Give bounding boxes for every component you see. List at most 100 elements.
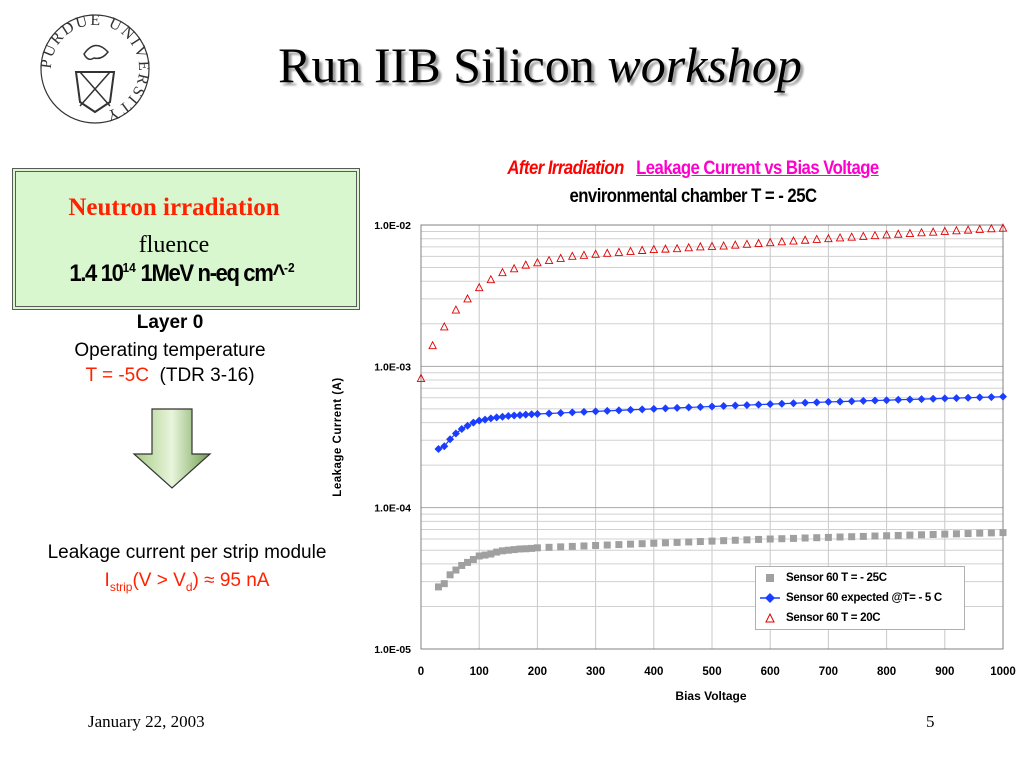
data-point xyxy=(649,244,659,254)
data-point xyxy=(545,543,553,551)
data-point xyxy=(440,442,449,451)
data-point xyxy=(487,550,495,558)
data-point xyxy=(672,243,682,253)
data-point xyxy=(870,396,879,405)
leakage-mid: (V > V xyxy=(132,570,186,591)
data-point xyxy=(836,397,845,406)
data-point xyxy=(755,535,763,543)
legend-item-series-3: Sensor 60 T = 20C xyxy=(756,609,964,629)
chart-series xyxy=(416,223,1008,591)
fluence-value-mid: 1MeV n-eq cm^ xyxy=(135,260,286,287)
data-point xyxy=(765,237,775,247)
data-point xyxy=(766,535,774,543)
series-3 xyxy=(416,223,1008,382)
data-point xyxy=(801,398,810,407)
data-point xyxy=(952,530,960,538)
temperature-reference: (TDR 3-16) xyxy=(159,365,255,386)
data-point xyxy=(976,529,984,537)
data-point xyxy=(626,246,635,255)
x-tick-label: 100 xyxy=(470,666,489,678)
data-point xyxy=(446,435,455,444)
data-point xyxy=(742,401,751,410)
data-point xyxy=(684,403,693,412)
legend-label-series-3: Sensor 60 T = 20C xyxy=(786,612,881,624)
data-point xyxy=(800,235,810,244)
leakage-tail: ) ≈ 95 nA xyxy=(192,570,270,591)
data-point xyxy=(474,282,484,292)
x-axis-label: Bias Voltage xyxy=(675,689,746,703)
data-point xyxy=(486,414,495,423)
x-tick-label: 900 xyxy=(935,666,954,678)
data-point xyxy=(719,402,728,411)
fluence-exponent: 14 xyxy=(122,260,136,275)
data-point xyxy=(627,540,635,548)
data-point xyxy=(614,247,624,256)
data-point xyxy=(940,226,950,235)
data-point xyxy=(766,400,775,409)
data-point xyxy=(859,532,867,540)
chart-legend: Sensor 60 T = - 25C Sensor 60 expected @… xyxy=(755,566,965,630)
legend-item-series-1: Sensor 60 T = - 25C xyxy=(756,569,964,589)
data-point xyxy=(708,537,716,545)
data-point xyxy=(475,416,484,425)
data-point xyxy=(871,532,879,540)
data-point xyxy=(789,399,798,408)
data-point xyxy=(533,257,542,267)
data-point xyxy=(975,393,984,402)
data-point xyxy=(492,413,501,422)
legend-item-series-2: Sensor 60 expected @T= - 5 C xyxy=(756,589,964,609)
data-point xyxy=(451,429,460,438)
data-point xyxy=(906,531,914,539)
data-point xyxy=(743,536,751,544)
data-point xyxy=(439,321,449,331)
data-point xyxy=(661,404,670,413)
data-point xyxy=(917,227,926,237)
data-point xyxy=(730,240,740,249)
data-point xyxy=(515,411,524,420)
data-point xyxy=(580,542,588,550)
data-point xyxy=(521,410,530,419)
x-tick-label: 400 xyxy=(644,666,663,678)
data-point xyxy=(917,395,926,404)
data-point xyxy=(894,395,903,404)
legend-triangle-marker-icon xyxy=(765,612,775,623)
y-tick-label: 1.0E-03 xyxy=(374,361,411,373)
data-point xyxy=(428,340,437,350)
data-point xyxy=(481,551,489,559)
data-point xyxy=(812,234,822,243)
data-point xyxy=(893,229,903,238)
data-point xyxy=(650,539,658,547)
data-point xyxy=(498,267,507,277)
data-point xyxy=(719,241,728,250)
page-number: 5 xyxy=(926,712,935,731)
data-point xyxy=(964,393,973,402)
data-point xyxy=(498,547,506,555)
chart-title-part1: After Irradiation xyxy=(507,158,624,179)
data-point xyxy=(918,531,926,539)
data-point xyxy=(812,398,821,407)
data-point xyxy=(801,534,809,542)
data-point xyxy=(446,571,454,579)
data-point xyxy=(777,236,787,246)
data-point xyxy=(952,225,961,235)
data-point xyxy=(952,394,961,403)
chart-title-part2: Leakage Current vs Bias Voltage xyxy=(636,158,879,179)
data-point xyxy=(602,248,612,257)
data-point xyxy=(858,231,868,240)
data-point xyxy=(567,251,577,260)
data-point xyxy=(457,425,466,434)
slide-title: Run IIB Silicon workshop xyxy=(28,36,1024,94)
x-tick-label: 600 xyxy=(761,666,780,678)
data-point xyxy=(813,534,821,542)
data-point xyxy=(905,228,915,237)
data-point xyxy=(731,536,739,544)
data-point xyxy=(707,241,717,250)
data-point xyxy=(638,540,646,548)
data-point xyxy=(591,249,600,258)
data-point xyxy=(870,230,880,240)
layer-title: Layer 0 xyxy=(136,312,204,333)
data-point xyxy=(847,232,857,241)
data-point xyxy=(673,538,681,546)
data-point xyxy=(504,546,512,554)
legend-square-marker-icon xyxy=(766,574,774,582)
